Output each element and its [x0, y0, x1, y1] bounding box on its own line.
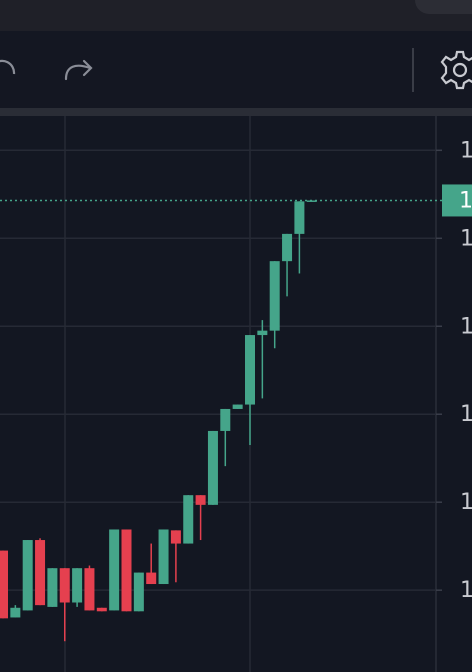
candle-body	[96, 607, 107, 612]
price-tag-label: 1	[459, 188, 472, 213]
candle-body	[294, 201, 305, 234]
candle-body	[183, 495, 194, 544]
candle-body	[146, 572, 157, 585]
candle-body	[170, 530, 181, 544]
candle-body	[109, 529, 120, 611]
candle-body	[282, 233, 293, 262]
panel-divider	[0, 108, 472, 116]
y-tick-label: 1	[460, 402, 472, 427]
redo-icon[interactable]	[64, 59, 93, 81]
candle-body	[232, 404, 243, 409]
toolbar	[0, 31, 472, 108]
candle-body	[257, 330, 268, 336]
top-tab[interactable]	[415, 0, 472, 14]
y-tick-label: 1	[460, 490, 472, 515]
candle-body	[0, 550, 8, 619]
y-tick-label: 1	[460, 138, 472, 163]
candle-body	[84, 568, 95, 611]
settings-icon[interactable]	[440, 50, 472, 90]
candle-body	[121, 529, 132, 612]
candle-body	[133, 572, 144, 612]
price-tag	[442, 184, 472, 217]
y-tick-label: 1	[460, 578, 472, 603]
candle-body	[245, 335, 255, 405]
y-tick-label: 1	[460, 314, 472, 339]
candle-body	[158, 529, 169, 585]
y-tick-label: 1	[460, 226, 472, 251]
candle-body	[59, 568, 70, 603]
top-bar	[0, 0, 472, 31]
candle-body	[22, 540, 33, 611]
candle-body	[220, 408, 231, 431]
undo-icon[interactable]	[0, 59, 16, 75]
candle-body	[195, 495, 206, 505]
candle-body	[47, 568, 58, 607]
candle-body	[207, 430, 218, 505]
candle-body	[269, 261, 280, 331]
candle-body	[35, 540, 46, 606]
candle-body	[72, 568, 83, 603]
candle-body	[10, 607, 21, 618]
